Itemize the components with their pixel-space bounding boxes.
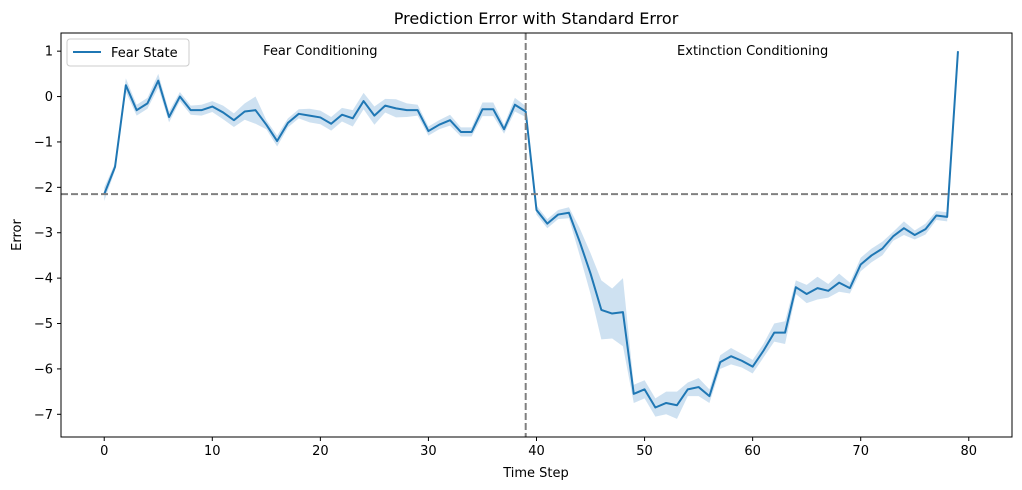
legend-box [66, 38, 190, 67]
y-axis: 1 0 −1 −2 −3 −4 −5 −6 −7 [34, 45, 61, 423]
x-tick-label: 20 [312, 444, 329, 459]
x-tick-label: 80 [960, 444, 977, 459]
chart-title: Prediction Error with Standard Error [394, 9, 679, 28]
y-tick-label: 0 [45, 90, 53, 105]
y-axis-label: Error [10, 219, 25, 251]
x-tick-label: 70 [852, 444, 869, 459]
x-axis-label: Time Step [502, 466, 569, 481]
legend: Fear State [66, 38, 190, 67]
x-axis: 0 10 20 30 40 50 60 70 80 [100, 437, 977, 459]
y-tick-label: −1 [34, 135, 53, 150]
annotation-extinction-conditioning: Extinction Conditioning [677, 44, 828, 59]
y-tick-label: −2 [34, 181, 53, 196]
x-tick-label: 40 [528, 444, 545, 459]
x-tick-label: 60 [744, 444, 761, 459]
x-tick-label: 0 [100, 444, 108, 459]
plot-area [61, 33, 1012, 437]
axes-frame [60, 32, 1013, 438]
legend-label-fear-state: Fear State [111, 46, 178, 61]
error-band [104, 48, 958, 419]
y-tick-label: −5 [34, 317, 53, 332]
y-tick-label: −3 [34, 226, 53, 241]
x-tick-label: 50 [636, 444, 653, 459]
y-tick-label: −4 [34, 272, 53, 287]
annotation-fear-conditioning: Fear Conditioning [263, 44, 377, 59]
x-tick-label: 30 [420, 444, 437, 459]
y-tick-label: −6 [34, 362, 53, 377]
y-tick-label: 1 [45, 45, 53, 60]
series-line-fear-state [103, 51, 959, 409]
x-tick-label: 10 [204, 444, 221, 459]
y-tick-label: −7 [34, 408, 53, 423]
